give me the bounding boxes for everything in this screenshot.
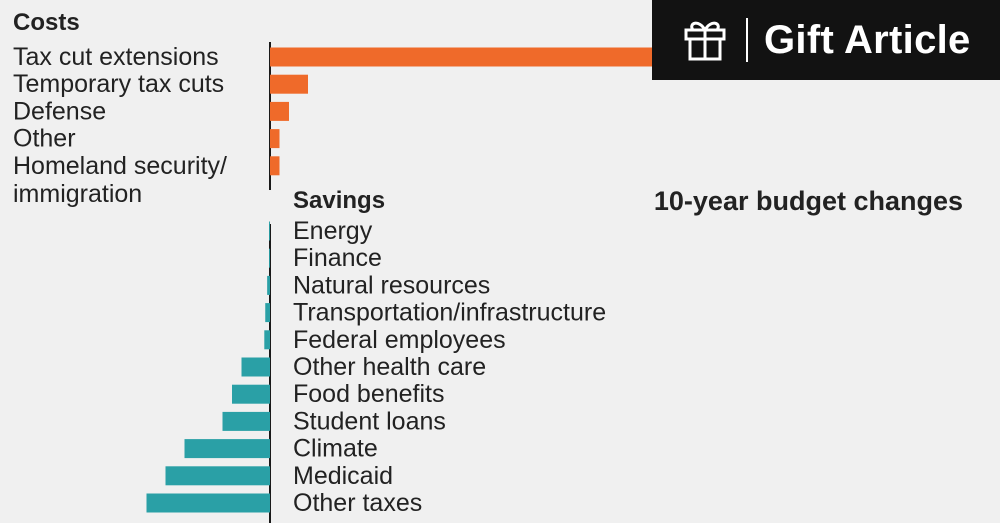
savings-label-other-health-care: Other health care xyxy=(293,353,486,381)
savings-label-climate: Climate xyxy=(293,435,378,463)
savings-label-federal-employees: Federal employees xyxy=(293,326,506,354)
savings-bar-energy xyxy=(269,221,270,241)
cost-bar-other xyxy=(270,129,280,149)
savings-label-natural-resources: Natural resources xyxy=(293,271,490,299)
gift-article-label: Gift Article xyxy=(764,17,971,62)
savings-label-medicaid: Medicaid xyxy=(293,462,393,490)
chart-title: 10-year budget changes xyxy=(654,186,963,216)
cost-label-homeland-security-immigration: Homeland security/immigration xyxy=(13,152,227,208)
savings-label-finance: Finance xyxy=(293,244,382,272)
savings-header: Savings xyxy=(293,187,385,214)
savings-bar-medicaid xyxy=(165,466,270,486)
cost-bar-homeland-security-immigration xyxy=(270,156,280,176)
cost-label-temporary-tax-cuts: Temporary tax cuts xyxy=(13,70,224,98)
savings-label-other-taxes: Other taxes xyxy=(293,489,422,517)
bars-layer xyxy=(146,47,707,513)
savings-label-food-benefits: Food benefits xyxy=(293,380,445,408)
savings-bar-finance xyxy=(269,248,270,268)
cost-bar-tax-cut-extensions xyxy=(270,47,707,67)
gift-article-button[interactable]: Gift Article xyxy=(652,0,1000,80)
savings-label-student-loans: Student loans xyxy=(293,407,446,435)
savings-bar-food-benefits xyxy=(232,384,270,404)
costs-header: Costs xyxy=(13,9,80,36)
gift-icon xyxy=(684,21,726,61)
savings-bar-federal-employees xyxy=(264,330,270,350)
savings-bar-student-loans xyxy=(222,411,270,431)
savings-bar-climate xyxy=(184,439,270,459)
savings-bar-other-health-care xyxy=(241,357,270,377)
savings-label-transportation-infrastructure: Transportation/infrastructure xyxy=(293,299,606,327)
gift-separator xyxy=(746,18,748,62)
savings-bar-transportation-infrastructure xyxy=(265,303,270,323)
savings-label-energy: Energy xyxy=(293,217,373,245)
cost-label-defense: Defense xyxy=(13,97,106,125)
cost-label-tax-cut-extensions: Tax cut extensions xyxy=(13,43,219,71)
cost-label-other: Other xyxy=(13,125,76,153)
savings-bar-natural-resources xyxy=(267,275,270,295)
savings-bar-other-taxes xyxy=(146,493,270,513)
cost-bar-defense xyxy=(270,101,289,121)
cost-bar-temporary-tax-cuts xyxy=(270,74,308,94)
